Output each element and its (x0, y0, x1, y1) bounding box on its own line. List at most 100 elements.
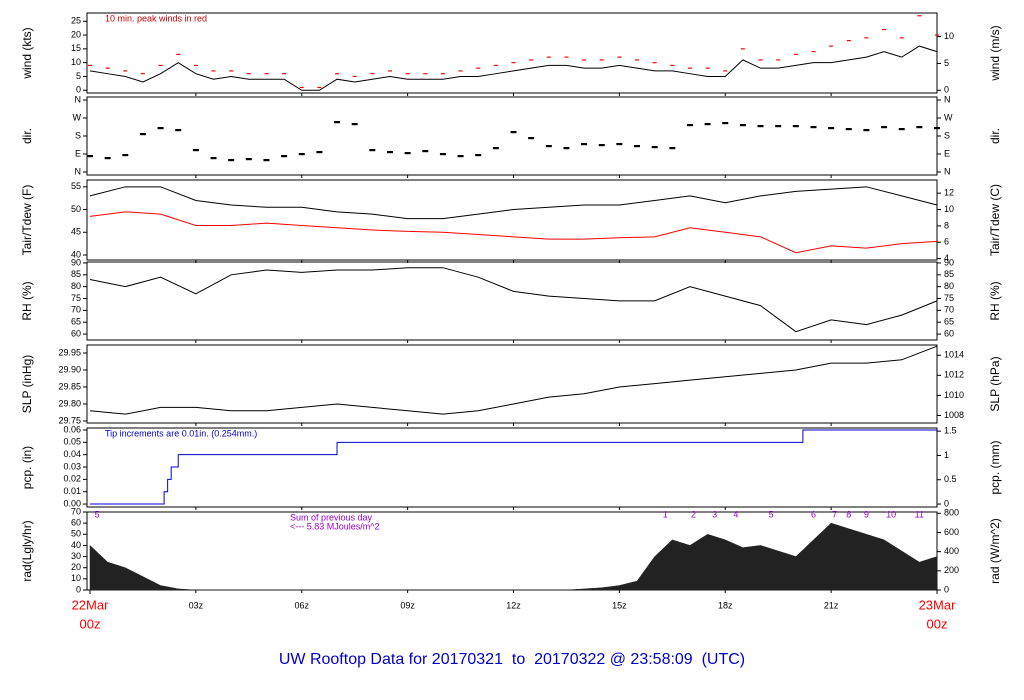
y2-tick-label: S (944, 130, 950, 140)
dir-mark (581, 143, 588, 146)
hour-mark: 3 (712, 509, 717, 519)
x-tick-label: 06z (294, 600, 309, 610)
dir-mark (210, 157, 217, 160)
y-tick-label: 80 (71, 281, 81, 291)
series-area (89, 522, 938, 591)
x-tick-label: 15z (612, 600, 627, 610)
y2-tick-label: 1008 (944, 410, 964, 420)
series-line (89, 345, 938, 415)
dir-mark (757, 125, 764, 128)
y2-tick-label: 1 (944, 450, 949, 460)
y2-tick-label: 90 (944, 257, 954, 267)
y-tick-label: 0.00 (63, 498, 81, 508)
y2-tick-label: 65 (944, 317, 954, 327)
dir-mark (263, 159, 270, 162)
hour-mark: 9 (864, 509, 869, 519)
y2-axis-title: pcp. (mm) (988, 440, 1002, 494)
y2-tick-label: 10 (944, 204, 954, 214)
dir-mark (881, 126, 888, 129)
x-tick-label: 03z (189, 600, 204, 610)
annotation: <--- 5.83 MJoules/m^2 (290, 521, 380, 531)
dir-mark (598, 144, 605, 147)
dir-mark (122, 154, 129, 157)
dir-mark (228, 159, 235, 162)
y-tick-label: 5 (76, 71, 81, 81)
dir-mark (422, 150, 429, 153)
y2-tick-label: 60 (944, 328, 954, 338)
dir-mark (351, 123, 358, 126)
dir-mark (245, 158, 252, 161)
dir-mark (492, 147, 499, 150)
y-tick-label: 0.04 (63, 449, 81, 459)
y2-tick-label: 85 (944, 269, 954, 279)
y2-tick-label: 80 (944, 281, 954, 291)
x-end-label: 00z (927, 616, 948, 631)
dir-mark (669, 147, 676, 150)
y2-tick-label: 4 (944, 253, 949, 263)
dir-mark (722, 122, 729, 125)
y2-axis-title: SLP (hPa) (988, 356, 1002, 411)
y-tick-label: 40 (71, 540, 81, 550)
dir-mark (510, 131, 517, 134)
y-tick-label: 10 (71, 57, 81, 67)
y2-axis-title: wind (m/s) (988, 25, 1002, 81)
y2-tick-label: 0 (944, 584, 949, 594)
y2-tick-label: 5 (944, 58, 949, 68)
x-tick-label: 09z (400, 600, 415, 610)
dir-mark (898, 128, 905, 131)
hour-mark: 4 (733, 509, 738, 519)
dir-mark (298, 153, 305, 156)
y-tick-label: 0.03 (63, 461, 81, 471)
series-step (90, 429, 937, 505)
y2-tick-label: E (944, 148, 950, 158)
y-tick-label: N (75, 94, 82, 104)
y2-tick-label: 1.5 (944, 426, 957, 436)
y-tick-label: W (73, 112, 82, 122)
y2-tick-label: 1012 (944, 370, 964, 380)
y-tick-label: 20 (71, 562, 81, 572)
y-tick-label: S (75, 130, 81, 140)
series-line (89, 211, 938, 254)
y-tick-label: 60 (71, 328, 81, 338)
x-start-label: 00z (80, 616, 101, 631)
y-tick-label: 0.01 (63, 486, 81, 496)
y-axis-title: rad(Lgly/hr) (20, 520, 34, 581)
hour-mark: 5 (95, 509, 100, 519)
y-tick-label: 29.95 (58, 347, 81, 357)
y-tick-label: 70 (71, 506, 81, 516)
y2-tick-label: 1014 (944, 350, 964, 360)
page-title: UW Rooftop Data for 20170321 to 20170322… (279, 651, 745, 668)
panel-frame (86, 344, 938, 424)
x-start-label: 22Mar (72, 597, 110, 612)
y-tick-label: 29.75 (58, 415, 81, 425)
dir-mark (475, 154, 482, 157)
annotation: Tip increments are 0.01in. (0.254mm.) (105, 428, 257, 438)
y2-axis-title: rad (W/m^2) (988, 518, 1002, 584)
y2-tick-label: 1010 (944, 390, 964, 400)
dir-mark (704, 123, 711, 126)
dir-mark (845, 128, 852, 131)
dir-mark (386, 151, 393, 154)
y-tick-label: 0 (76, 584, 81, 594)
dir-mark (175, 129, 182, 132)
y-tick-label: 50 (71, 529, 81, 539)
series-line (89, 267, 938, 333)
dir-mark (616, 143, 623, 146)
annotation: Sum of previous day (290, 512, 373, 522)
y2-axis-title: RH (%) (988, 281, 1002, 320)
y2-axis-title: Tair/Tdew (C) (988, 184, 1002, 256)
panel-frame (86, 179, 938, 261)
y-tick-label: 55 (71, 181, 81, 191)
y-tick-label: 0.06 (63, 424, 81, 434)
dir-mark (404, 152, 411, 155)
y-tick-label: 0.05 (63, 437, 81, 447)
y-tick-label: 10 (71, 573, 81, 583)
y-axis-title: pcp. (in) (20, 446, 34, 489)
y-axis-title: dir. (20, 128, 34, 144)
x-tick-label: 18z (718, 600, 733, 610)
y2-tick-label: N (944, 166, 951, 176)
dir-mark (563, 147, 570, 150)
dir-mark (651, 146, 658, 149)
y2-tick-label: 800 (944, 508, 959, 518)
